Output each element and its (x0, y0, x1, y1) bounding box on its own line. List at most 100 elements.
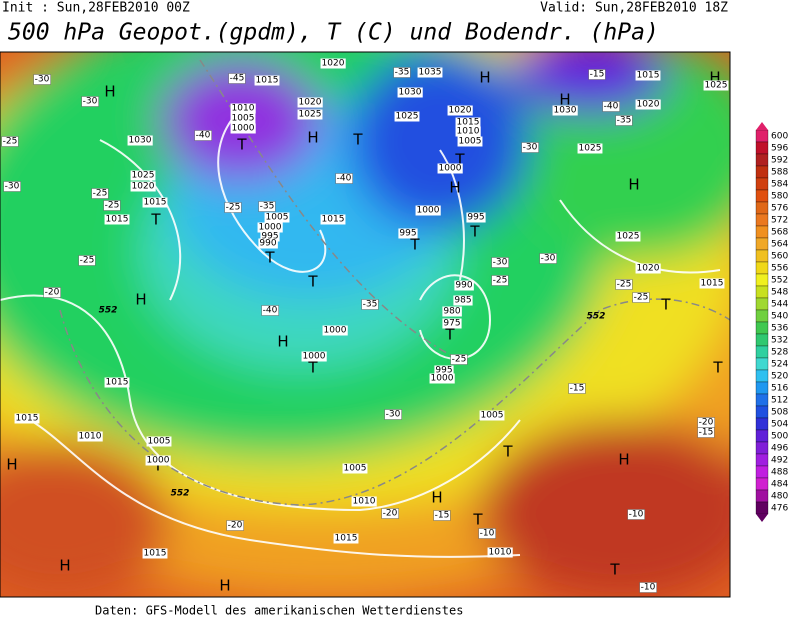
colorbar-label: 580 (771, 192, 788, 202)
isobar-label: 1015 (637, 71, 660, 81)
temperature-label: -20 (228, 521, 243, 531)
colorbar-swatch (755, 189, 769, 203)
colorbar-label: 552 (771, 276, 788, 286)
colorbar-label: 596 (771, 144, 788, 154)
isobar-label: 1025 (132, 171, 155, 181)
pressure-center: H (449, 179, 460, 197)
colorbar-swatch (755, 273, 769, 287)
colorbar-bottom-arrow (756, 514, 768, 522)
isobar-label: 1015 (701, 279, 724, 289)
temperature-label: -15 (435, 511, 450, 521)
isobar-label: 995 (399, 229, 416, 239)
colorbar-label: 588 (771, 168, 788, 178)
isobar-label: 1015 (106, 378, 129, 388)
isobar-label: 1010 (457, 127, 480, 137)
colorbar-swatch (755, 321, 769, 335)
pressure-center: T (469, 223, 480, 241)
isobar-label: 1025 (705, 81, 728, 91)
temperature-label: -15 (699, 428, 714, 438)
pressure-center: H (618, 451, 629, 469)
isobar-label: 1020 (132, 182, 155, 192)
temperature-label: -25 (3, 137, 18, 147)
temperature-label: -35 (260, 202, 275, 212)
temperature-label: -10 (629, 510, 644, 520)
colorbar-swatch (755, 225, 769, 239)
colorbar: 600 596 592 588 584 580 576 572 568 564 560 556 552 5… (755, 122, 788, 522)
temperature-label: -30 (5, 182, 20, 192)
colorbar-swatch (755, 489, 769, 503)
isobar-label: 1010 (489, 548, 512, 558)
isobar-label: 1005 (232, 114, 255, 124)
colorbar-swatch (755, 129, 769, 143)
colorbar-swatch (755, 429, 769, 443)
colorbar-label: 524 (771, 360, 788, 370)
colorbar-swatch (755, 477, 769, 491)
isobar-label: 1000 (324, 326, 347, 336)
map-frame (0, 51, 731, 598)
isobar-label: 985 (454, 296, 471, 306)
isobar-label: 995 (261, 232, 278, 242)
init-time: Init : Sun,28FEB2010 00Z (2, 1, 190, 16)
temperature-label: -40 (604, 102, 619, 112)
temperature-label: -25 (617, 280, 632, 290)
colorbar-swatch (755, 177, 769, 191)
colorbar-label: 548 (771, 288, 788, 298)
temperature-label: -20 (699, 418, 714, 428)
isobar-label: 1030 (399, 88, 422, 98)
height-label: 552 (99, 306, 118, 316)
colorbar-label: 600 (771, 132, 788, 142)
colorbar-label: 496 (771, 444, 788, 454)
pressure-center: H (135, 291, 146, 309)
isobar-label: 1000 (431, 374, 454, 384)
isobar-label: 1010 (232, 104, 255, 114)
temperature-label: -30 (386, 410, 401, 420)
temperature-label: -20 (383, 509, 398, 519)
isobar-label: 1025 (579, 144, 602, 154)
pressure-center: H (104, 83, 115, 101)
footer-source: Daten: GFS-Modell des amerikanischen Wet… (95, 604, 463, 618)
isobar-label: 1025 (396, 112, 419, 122)
colorbar-label: 528 (771, 348, 788, 358)
colorbar-swatch (755, 345, 769, 359)
colorbar-label: 560 (771, 252, 788, 262)
temperature-label: -25 (80, 256, 95, 266)
colorbar-label: 492 (771, 456, 788, 466)
colorbar-swatch (755, 297, 769, 311)
colorbar-swatch (755, 165, 769, 179)
colorbar-label: 504 (771, 420, 788, 430)
temperature-label: -25 (105, 201, 120, 211)
pressure-center: T (444, 326, 455, 344)
isobar-label: 1005 (266, 213, 289, 223)
pressure-center: H (277, 333, 288, 351)
title: 500 hPa Geopot.(gpdm), T (C) und Bodendr… (8, 20, 659, 46)
colorbar-label: 480 (771, 492, 788, 502)
height-label: 552 (587, 312, 606, 322)
temperature-label: -15 (570, 384, 585, 394)
pressure-center: T (150, 211, 161, 229)
pressure-center: T (409, 236, 420, 254)
isobar-label: 1000 (232, 124, 255, 134)
temperature-label: -30 (83, 97, 98, 107)
pressure-center: H (559, 91, 570, 109)
colorbar-swatch (755, 381, 769, 395)
temperature-label: -25 (93, 189, 108, 199)
pressure-center: T (502, 443, 513, 461)
isobar-label: 975 (443, 319, 460, 329)
temperature-label: -40 (263, 306, 278, 316)
colorbar-swatch (755, 393, 769, 407)
temperature-label: -25 (226, 203, 241, 213)
temperature-label: -40 (196, 131, 211, 141)
colorbar-label: 564 (771, 240, 788, 250)
colorbar-swatch (755, 237, 769, 251)
pressure-center: T (472, 511, 483, 529)
temperature-label: -35 (363, 300, 378, 310)
isobar-label: 995 (467, 213, 484, 223)
temperature-label: -30 (493, 258, 508, 268)
isobar-label: 1005 (481, 411, 504, 421)
colorbar-swatch (755, 141, 769, 155)
colorbar-swatch (755, 417, 769, 431)
temperature-label: -35 (395, 68, 410, 78)
colorbar-swatch (755, 357, 769, 371)
pressure-center: T (236, 136, 247, 154)
